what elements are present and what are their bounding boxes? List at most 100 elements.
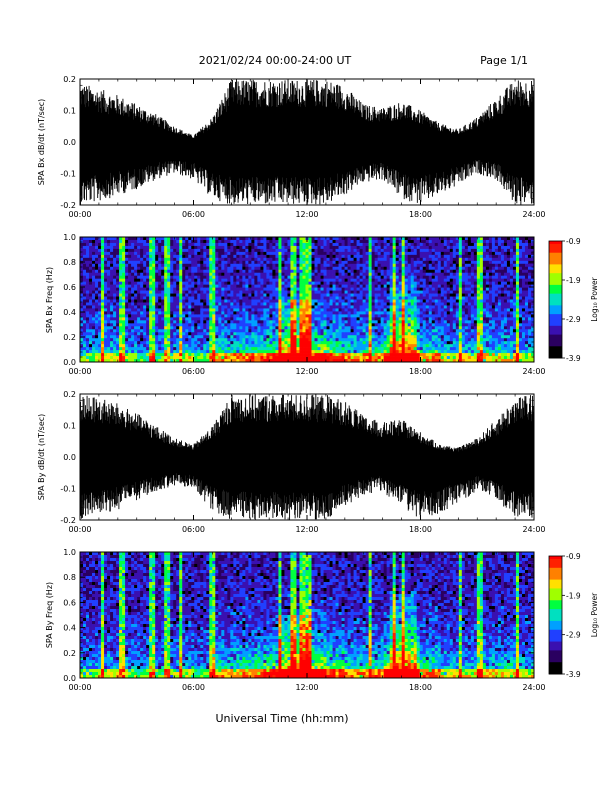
spectrogram-cell bbox=[329, 284, 333, 288]
spectrogram-cell bbox=[419, 344, 424, 348]
spectrogram-cell bbox=[278, 260, 282, 265]
spectrogram-cell bbox=[95, 359, 99, 363]
spectrogram-cell bbox=[242, 332, 246, 336]
spectrogram-cell bbox=[299, 359, 303, 363]
spectrogram-cell bbox=[332, 296, 336, 300]
spectrogram-cell bbox=[137, 237, 141, 241]
spectrogram-cell bbox=[407, 335, 412, 339]
spectrogram-cell bbox=[89, 239, 93, 244]
spectrogram-cell bbox=[296, 296, 300, 300]
spectrogram-cell bbox=[86, 290, 90, 294]
spectrogram-cell bbox=[212, 237, 216, 241]
spectrogram-cell bbox=[401, 326, 406, 330]
spectrogram-cell bbox=[200, 299, 204, 303]
spectrogram-cell bbox=[239, 245, 243, 250]
spectrogram-cell bbox=[98, 242, 102, 247]
spectrogram-cell bbox=[182, 293, 186, 297]
spectrogram-cell bbox=[107, 314, 111, 318]
spectrogram-cell bbox=[278, 347, 282, 351]
spectrogram-cell bbox=[152, 275, 156, 280]
spectrogram-cell bbox=[236, 254, 240, 259]
spectrogram-cell bbox=[302, 347, 306, 351]
spectrogram-cell bbox=[407, 326, 412, 330]
spectrogram-cell bbox=[257, 332, 261, 336]
spectrogram-cell bbox=[305, 278, 309, 282]
spectrogram-cell bbox=[260, 290, 264, 294]
spectrogram-cell bbox=[179, 305, 183, 309]
spectrogram-cell bbox=[386, 275, 391, 280]
spectrogram-cell bbox=[146, 251, 150, 256]
spectrogram-cell bbox=[260, 293, 264, 297]
spectrogram-cell bbox=[287, 269, 291, 274]
spectrogram-cell bbox=[233, 305, 237, 309]
spectrogram-cell bbox=[320, 314, 324, 318]
spectrogram-cell bbox=[281, 350, 285, 354]
spectrogram-cell bbox=[167, 281, 171, 285]
spectrogram-cell bbox=[356, 356, 360, 360]
spectrogram-cell bbox=[380, 287, 385, 291]
spectrogram-cell bbox=[122, 278, 126, 282]
spectrogram-cell bbox=[332, 299, 336, 303]
spectrogram-cell bbox=[269, 254, 273, 259]
spectrogram-cell bbox=[269, 284, 273, 288]
spectrogram-cell bbox=[92, 293, 96, 297]
spectrogram-cell bbox=[365, 341, 369, 345]
spectrogram-cell bbox=[329, 311, 333, 315]
spectrogram-cell bbox=[383, 311, 388, 315]
spectrogram-cell bbox=[176, 263, 180, 268]
spectrogram-cell bbox=[239, 242, 243, 247]
spectrogram-cell bbox=[347, 269, 351, 274]
spectrogram-cell bbox=[404, 242, 409, 247]
spectrogram-cell bbox=[353, 296, 357, 300]
spectrogram-cell bbox=[83, 293, 87, 297]
spectrogram-cell bbox=[311, 338, 315, 342]
spectrogram-cell bbox=[158, 245, 162, 250]
spectrogram-cell bbox=[236, 347, 240, 351]
spectrogram-cell bbox=[422, 320, 427, 324]
spectrogram-cell bbox=[380, 269, 385, 274]
spectrogram-cell bbox=[92, 237, 96, 241]
spectrogram-cell bbox=[347, 356, 351, 360]
spectrogram-cell bbox=[137, 308, 141, 312]
spectrogram-cell bbox=[419, 239, 424, 244]
spectrogram-cell bbox=[230, 257, 234, 262]
spectrogram-cell bbox=[407, 263, 412, 268]
spectrogram-cell bbox=[128, 242, 132, 247]
spectrogram-cell bbox=[104, 296, 108, 300]
spectrogram-cell bbox=[284, 237, 288, 241]
spectrogram-cell bbox=[422, 341, 427, 345]
spectrogram-cell bbox=[413, 305, 418, 309]
spectrogram-cell bbox=[218, 338, 222, 342]
spectrogram-cell bbox=[296, 254, 300, 259]
spectrogram-cell bbox=[86, 332, 90, 336]
spectrogram-cell bbox=[170, 278, 174, 282]
spectrogram-cell bbox=[134, 257, 138, 262]
spectrogram-cell bbox=[233, 329, 237, 333]
spectrogram-cell bbox=[386, 317, 391, 321]
spectrogram-cell bbox=[281, 344, 285, 348]
spectrogram-cell bbox=[104, 293, 108, 297]
spectrogram-cell bbox=[236, 251, 240, 256]
spectrogram-cell bbox=[104, 359, 108, 363]
spectrogram-cell bbox=[395, 296, 400, 300]
spectrogram-cell bbox=[293, 332, 297, 336]
spectrogram-cell bbox=[179, 350, 183, 354]
spectrogram-cell bbox=[92, 248, 96, 253]
spectrogram-cell bbox=[293, 287, 297, 291]
spectrogram-cell bbox=[242, 335, 246, 339]
spectrogram-cell bbox=[179, 278, 183, 282]
spectrogram-cell bbox=[92, 242, 96, 247]
spectrogram-cell bbox=[200, 242, 204, 247]
spectrogram-cell bbox=[359, 242, 363, 247]
spectrogram-cell bbox=[317, 257, 321, 262]
spectrogram-cell bbox=[353, 284, 357, 288]
spectrogram-cell bbox=[299, 278, 303, 282]
spectrogram-cell bbox=[401, 260, 406, 265]
spectrogram-cell bbox=[416, 269, 421, 274]
spectrogram-cell bbox=[398, 237, 403, 241]
spectrogram-cell bbox=[164, 237, 168, 241]
spectrogram-cell bbox=[209, 326, 213, 330]
spectrogram-cell bbox=[305, 254, 309, 259]
spectrogram-cell bbox=[152, 326, 156, 330]
spectrogram-cell bbox=[263, 347, 267, 351]
